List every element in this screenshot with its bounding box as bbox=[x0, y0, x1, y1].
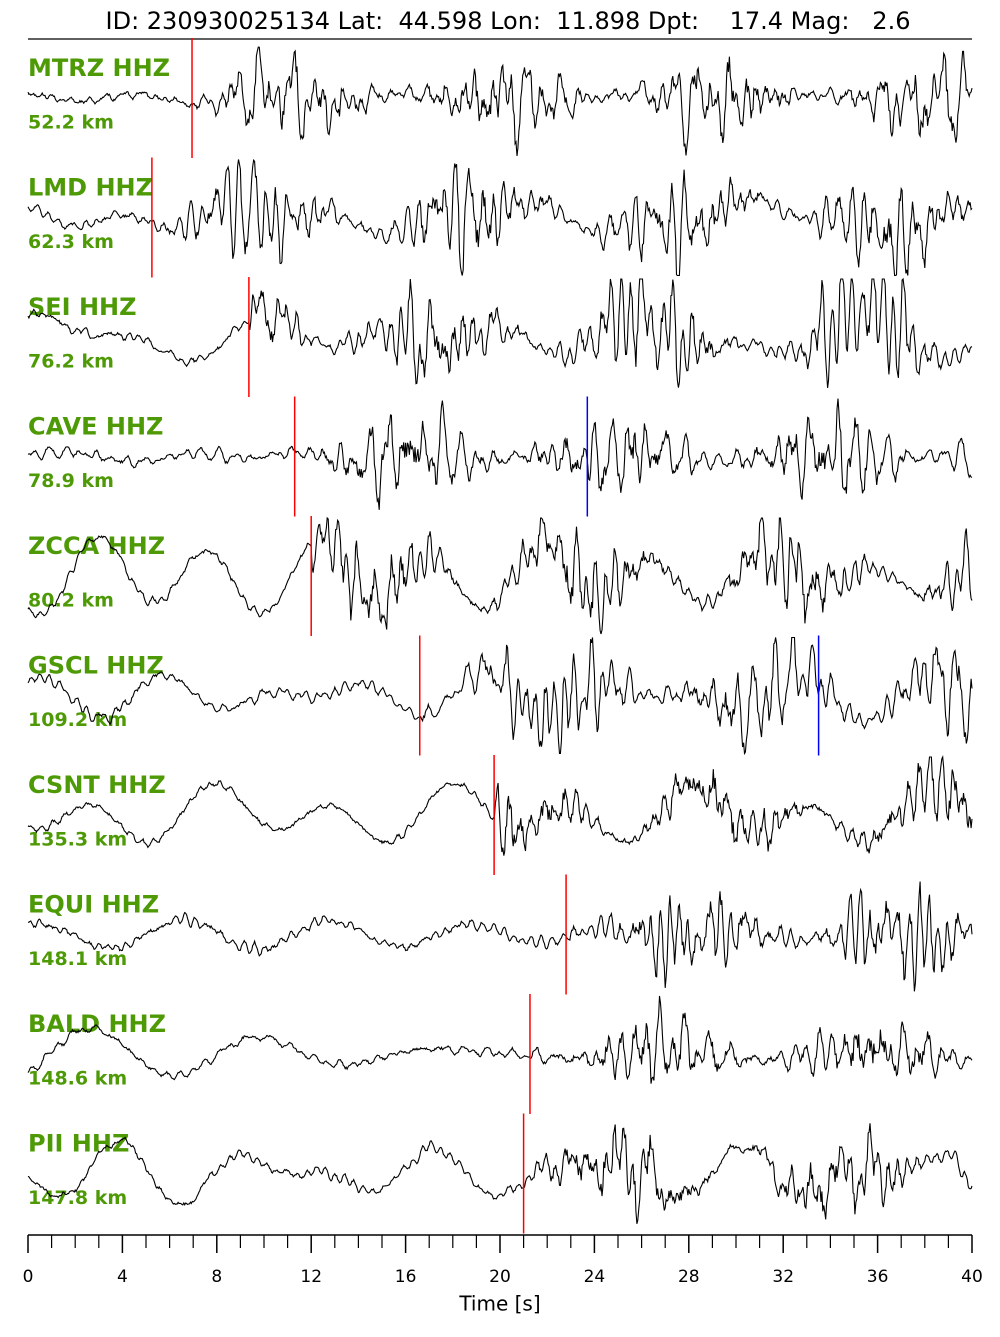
station-distance: 109.2 km bbox=[28, 709, 127, 731]
x-tick-label: 12 bbox=[300, 1267, 322, 1287]
station-name: MTRZ HHZ bbox=[28, 54, 170, 82]
station-name: CSNT HHZ bbox=[28, 771, 166, 799]
waveform bbox=[27, 516, 973, 635]
waveform bbox=[27, 754, 973, 856]
x-tick-label: 24 bbox=[584, 1267, 606, 1287]
station-name: GSCL HHZ bbox=[28, 652, 164, 680]
waveform bbox=[27, 398, 973, 510]
x-tick-label: 4 bbox=[117, 1267, 128, 1287]
x-tick-label: 8 bbox=[211, 1267, 222, 1287]
x-axis-label: Time [s] bbox=[458, 1292, 540, 1316]
station-name: BALD HHZ bbox=[28, 1010, 166, 1038]
x-tick-label: 28 bbox=[678, 1267, 700, 1287]
waveform bbox=[27, 881, 973, 992]
station-distance: 147.8 km bbox=[28, 1187, 127, 1209]
station-distance: 62.3 km bbox=[28, 231, 114, 253]
station-distance: 52.2 km bbox=[28, 112, 114, 134]
station-distance: 148.6 km bbox=[28, 1068, 127, 1090]
x-tick-label: 16 bbox=[395, 1267, 417, 1287]
station-name: EQUI HHZ bbox=[28, 891, 159, 919]
x-tick-label: 36 bbox=[867, 1267, 889, 1287]
station-distance: 135.3 km bbox=[28, 829, 127, 851]
x-tick-label: 40 bbox=[961, 1267, 983, 1287]
station-name: LMD HHZ bbox=[28, 174, 153, 202]
station-distance: 76.2 km bbox=[28, 351, 114, 373]
x-tick-label: 20 bbox=[489, 1267, 511, 1287]
waveform bbox=[27, 158, 973, 277]
waveform bbox=[27, 636, 973, 756]
chart-title: ID: 230930025134 Lat: 44.598 Lon: 11.898… bbox=[106, 7, 911, 35]
station-distance: 148.1 km bbox=[28, 948, 127, 970]
station-name: ZCCA HHZ bbox=[28, 532, 165, 560]
waveform bbox=[27, 277, 973, 388]
station-distance: 78.9 km bbox=[28, 470, 114, 492]
station-name: PII HHZ bbox=[28, 1130, 129, 1158]
waveform bbox=[27, 46, 973, 157]
x-tick-label: 0 bbox=[23, 1267, 34, 1287]
station-name: CAVE HHZ bbox=[28, 413, 163, 441]
waveform bbox=[27, 995, 973, 1084]
waveform bbox=[27, 1123, 973, 1224]
station-name: SEI HHZ bbox=[28, 293, 137, 321]
station-distance: 80.2 km bbox=[28, 590, 114, 612]
x-tick-label: 32 bbox=[772, 1267, 794, 1287]
